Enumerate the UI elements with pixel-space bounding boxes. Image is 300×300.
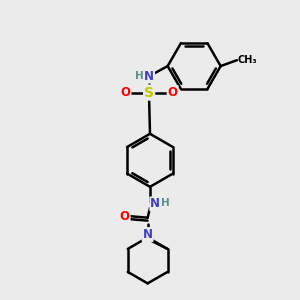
Text: S: S — [144, 85, 154, 100]
Text: CH₃: CH₃ — [238, 55, 257, 64]
Text: H: H — [161, 198, 170, 208]
Text: N: N — [142, 228, 153, 241]
Text: O: O — [168, 86, 178, 99]
Text: N: N — [150, 197, 160, 210]
Text: O: O — [121, 86, 130, 99]
Text: N: N — [144, 70, 154, 83]
Text: H: H — [135, 71, 144, 81]
Text: O: O — [120, 210, 130, 223]
